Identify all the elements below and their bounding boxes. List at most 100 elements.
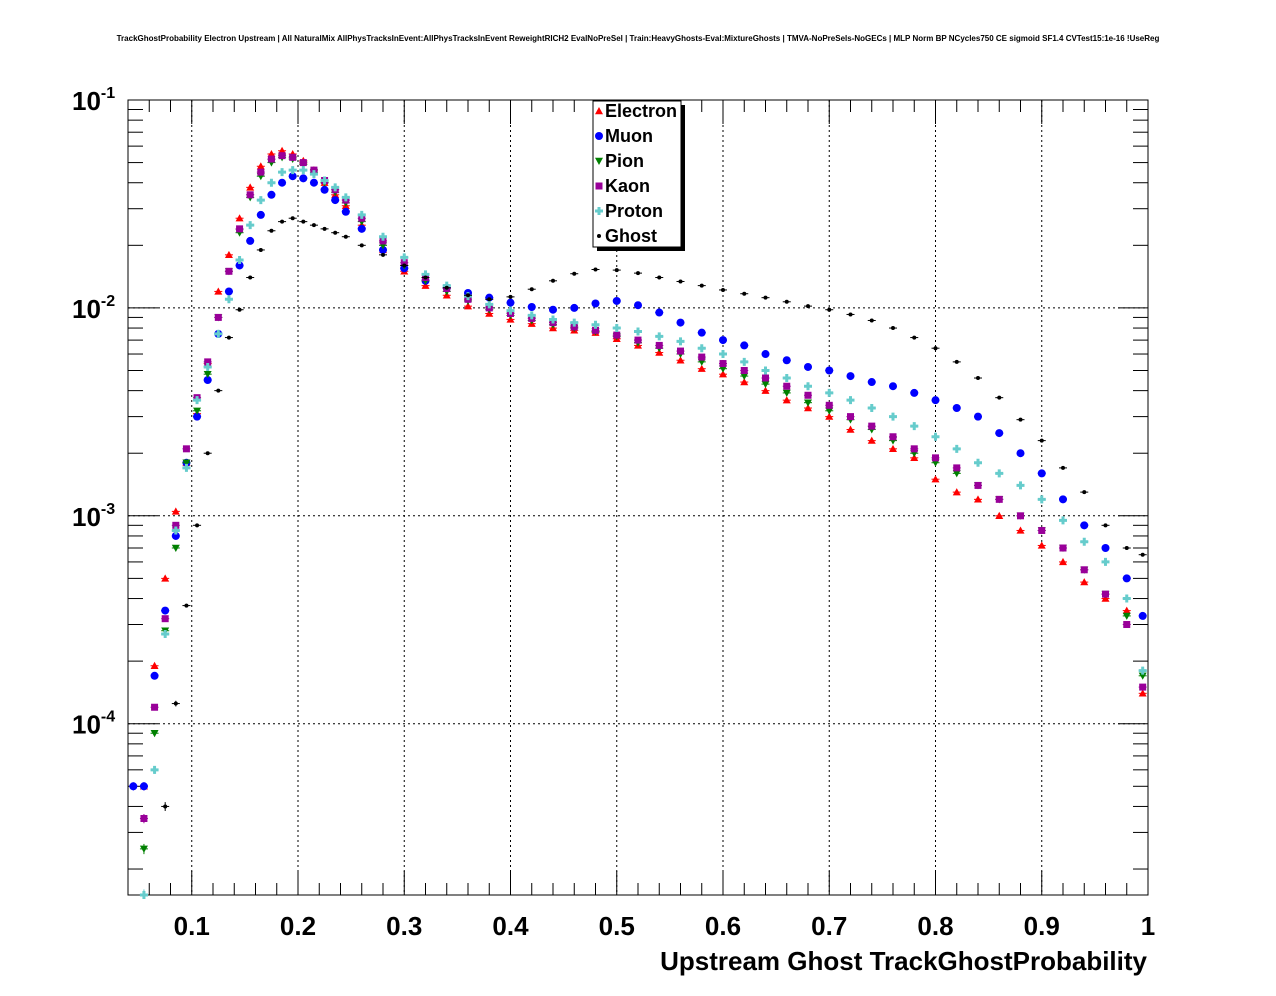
data-point bbox=[784, 299, 789, 304]
data-point bbox=[782, 396, 791, 404]
data-point bbox=[699, 283, 704, 288]
data-point bbox=[974, 495, 982, 503]
data-point bbox=[995, 511, 1004, 520]
data-point bbox=[697, 344, 706, 353]
data-point bbox=[976, 376, 980, 381]
data-point bbox=[310, 166, 318, 174]
data-point bbox=[719, 360, 727, 368]
data-point bbox=[288, 166, 297, 175]
x-tick-label: 0.8 bbox=[917, 911, 953, 941]
data-point bbox=[891, 326, 895, 331]
data-point bbox=[320, 176, 329, 185]
data-point bbox=[931, 396, 940, 405]
data-point bbox=[527, 303, 536, 312]
data-point bbox=[933, 346, 938, 351]
data-point bbox=[761, 386, 770, 394]
data-point bbox=[825, 401, 833, 409]
legend-marker bbox=[595, 207, 603, 215]
y-tick-label: 10-4 bbox=[72, 709, 115, 740]
data-point bbox=[954, 359, 959, 364]
data-point bbox=[1103, 523, 1108, 528]
data-point bbox=[1138, 689, 1147, 697]
data-point bbox=[171, 507, 180, 515]
data-point bbox=[224, 250, 233, 259]
data-point bbox=[203, 362, 212, 371]
data-point bbox=[506, 298, 515, 307]
data-point bbox=[402, 263, 407, 268]
data-point bbox=[289, 153, 297, 161]
data-point bbox=[311, 223, 316, 228]
data-point bbox=[225, 267, 233, 275]
x-tick-label: 0.2 bbox=[280, 911, 316, 941]
data-point bbox=[910, 422, 919, 431]
data-point bbox=[331, 183, 340, 192]
data-point bbox=[889, 412, 897, 421]
data-point bbox=[205, 451, 210, 456]
data-point bbox=[549, 305, 557, 314]
data-point bbox=[655, 332, 664, 341]
data-point bbox=[613, 331, 621, 339]
data-point bbox=[290, 216, 295, 221]
data-point bbox=[1082, 490, 1087, 495]
data-point bbox=[216, 388, 221, 393]
data-point bbox=[171, 526, 180, 535]
data-point bbox=[783, 382, 791, 390]
x-tick-label: 0.4 bbox=[492, 911, 529, 941]
data-point bbox=[634, 336, 642, 344]
data-point bbox=[952, 444, 961, 453]
data-point bbox=[1102, 590, 1109, 598]
data-point bbox=[139, 845, 148, 853]
x-tick-label: 0.1 bbox=[174, 911, 210, 941]
data-point bbox=[195, 523, 200, 528]
data-point bbox=[343, 234, 348, 239]
data-point bbox=[214, 313, 222, 321]
data-point bbox=[678, 279, 683, 284]
legend-marker bbox=[595, 182, 603, 190]
data-point bbox=[952, 404, 961, 413]
data-point bbox=[235, 261, 244, 270]
data-point bbox=[761, 350, 770, 359]
data-point bbox=[612, 296, 621, 305]
data-point bbox=[150, 730, 159, 738]
data-point bbox=[867, 436, 876, 444]
data-point bbox=[572, 271, 577, 276]
x-axis-title: Upstream Ghost TrackGhostProbability bbox=[660, 946, 1147, 976]
data-point bbox=[634, 327, 642, 336]
data-point bbox=[1122, 594, 1131, 603]
legend-marker bbox=[595, 132, 603, 140]
chart-title: TrackGhostProbability Electron Upstream … bbox=[116, 34, 1160, 43]
data-point bbox=[278, 168, 287, 177]
data-point bbox=[676, 337, 685, 346]
data-point bbox=[163, 804, 168, 809]
data-point bbox=[423, 275, 428, 280]
data-point bbox=[614, 268, 619, 273]
data-series bbox=[129, 146, 1147, 899]
x-tick-label: 0.3 bbox=[386, 911, 422, 941]
legend: Electron Muon Pion Kaon Proton Ghost bbox=[592, 100, 685, 251]
data-point bbox=[846, 396, 855, 405]
data-point bbox=[1059, 516, 1067, 525]
data-point bbox=[804, 362, 812, 371]
data-point bbox=[931, 475, 940, 483]
data-point bbox=[1018, 417, 1023, 422]
data-point bbox=[256, 196, 265, 205]
data-point bbox=[995, 429, 1004, 438]
data-point bbox=[235, 255, 244, 264]
series-muon bbox=[129, 172, 1147, 791]
data-point bbox=[804, 399, 812, 407]
data-point bbox=[139, 891, 148, 899]
data-point bbox=[655, 308, 664, 317]
x-tick-label: 0.9 bbox=[1024, 911, 1060, 941]
data-point bbox=[226, 335, 231, 340]
x-tick-label: 1 bbox=[1141, 911, 1155, 941]
data-point bbox=[889, 382, 897, 391]
series-proton bbox=[139, 166, 1147, 899]
data-point bbox=[634, 301, 642, 310]
data-point bbox=[740, 378, 749, 386]
data-point bbox=[889, 433, 897, 441]
data-point bbox=[269, 228, 274, 233]
data-point bbox=[224, 295, 233, 304]
data-point bbox=[529, 287, 534, 292]
data-point bbox=[400, 253, 409, 262]
data-point bbox=[847, 413, 854, 421]
